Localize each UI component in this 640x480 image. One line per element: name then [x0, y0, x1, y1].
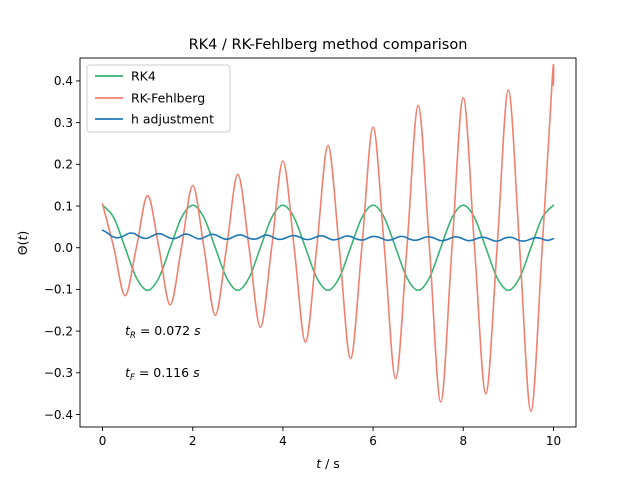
series-line-h-adjustment	[101, 229, 555, 242]
y-tick-label: 0.2	[54, 158, 73, 172]
y-tick-label: −0.2	[44, 324, 73, 338]
legend: RK4 RK-Fehlberg h adjustment	[86, 64, 231, 133]
y-tick-label: −0.4	[44, 408, 73, 422]
x-axis-ticks: 0 2 4 6 8 10	[99, 427, 561, 448]
x-tick-label: 8	[459, 434, 467, 448]
x-tick-label: 4	[279, 434, 287, 448]
x-axis-label-unit: / s	[321, 456, 340, 471]
y-tick-label: −0.1	[44, 283, 73, 297]
y-axis-label-close: )	[15, 231, 30, 236]
legend-label-h-adjustment: h adjustment	[131, 112, 214, 127]
series-layer	[101, 64, 555, 412]
y-axis-ticks: −0.4 −0.3 −0.2 −0.1 0.0 0.1 0.2 0.3 0.4	[44, 74, 80, 422]
y-axis-label-var: t	[15, 235, 30, 241]
x-tick-label: 0	[99, 434, 107, 448]
y-axis-label: Θ(t)	[15, 231, 30, 256]
legend-box	[86, 64, 231, 133]
x-tick-label: 10	[546, 434, 561, 448]
x-axis-label: t / s	[316, 456, 340, 471]
y-axis-label-base: Θ(	[15, 241, 30, 256]
annotations: tR = 0.072 s tF = 0.116 s	[125, 323, 201, 383]
y-tick-label: 0.0	[54, 241, 73, 255]
series-line-rk4	[101, 204, 555, 292]
y-tick-label: 0.4	[54, 74, 73, 88]
annotation-t-f: tF = 0.116 s	[125, 365, 200, 383]
chart-title: RK4 / RK-Fehlberg method comparison	[189, 37, 468, 53]
y-tick-label: −0.3	[44, 366, 73, 380]
series-line-rk-fehlberg	[101, 64, 555, 412]
x-tick-label: 6	[369, 434, 377, 448]
y-tick-label: 0.3	[54, 116, 73, 130]
annotation-t-r: tR = 0.072 s	[125, 323, 201, 341]
x-axis-label-var: t	[316, 456, 322, 471]
legend-label-rk-fehlberg: RK-Fehlberg	[131, 91, 205, 106]
y-tick-label: 0.1	[54, 199, 73, 213]
legend-label-rk4: RK4	[131, 69, 156, 84]
x-tick-label: 2	[189, 434, 197, 448]
plot-frame	[79, 57, 577, 428]
